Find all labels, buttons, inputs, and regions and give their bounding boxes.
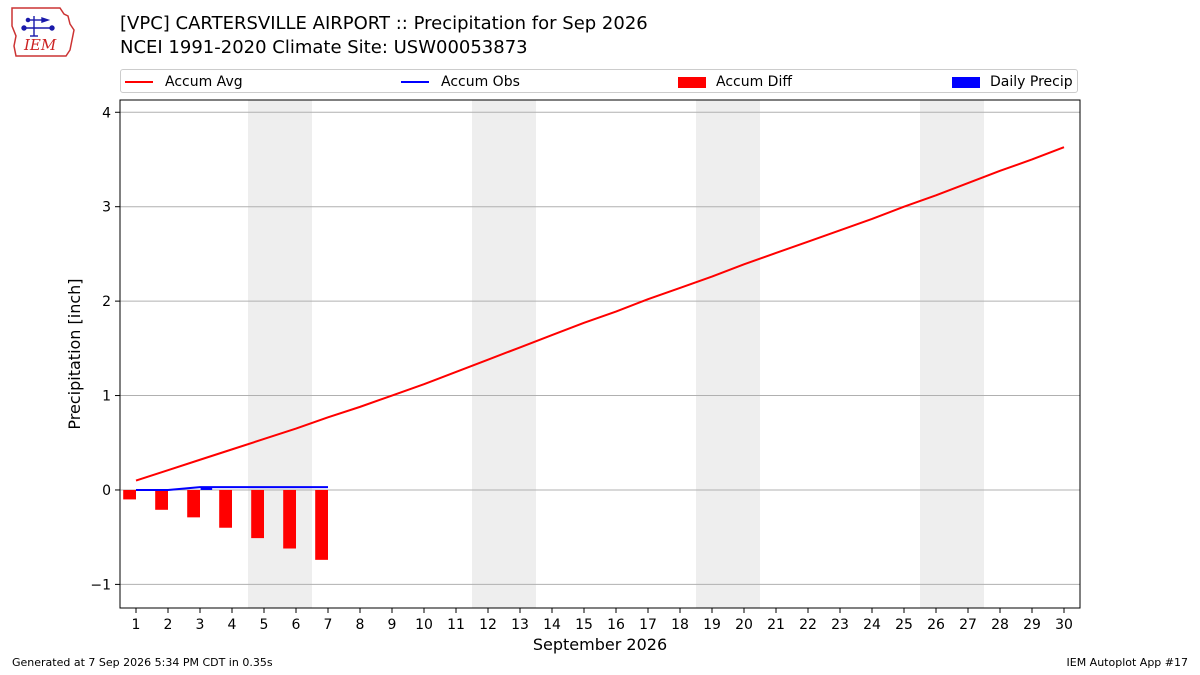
legend-label-accum-diff: Accum Diff: [716, 74, 793, 90]
x-tick-label: 20: [735, 617, 753, 633]
bar-daily-precip: [200, 487, 213, 490]
x-tick-label: 9: [388, 617, 397, 633]
title-line-1: [VPC] CARTERSVILLE AIRPORT :: Precipitat…: [120, 13, 648, 34]
x-tick-label: 22: [799, 617, 817, 633]
legend-swatch-accum-diff: [678, 76, 706, 88]
line-accum-avg: [135, 146, 1065, 482]
bar-accum-diff: [315, 489, 328, 560]
x-tick-label: 19: [703, 617, 721, 633]
x-tick-label: 12: [479, 617, 497, 633]
y-tick-label: −1: [90, 577, 111, 593]
x-tick-label: 5: [260, 617, 269, 633]
x-tick-label: 11: [447, 617, 465, 633]
x-tick-label: 13: [511, 617, 529, 633]
bar-series: [123, 487, 328, 560]
legend-item-daily-precip: Daily Precip: [952, 70, 1073, 94]
legend-item-accum-obs: Accum Obs: [401, 70, 520, 94]
x-tick-label: 1: [132, 617, 141, 633]
bar-accum-diff: [283, 489, 296, 549]
iem-logo-icon: IEM: [11, 7, 75, 57]
x-tick-label: 15: [575, 617, 593, 633]
footer-app: IEM Autoplot App #17: [1066, 656, 1189, 669]
x-tick-label: 25: [895, 617, 913, 633]
y-tick-label: 3: [102, 200, 111, 216]
x-tick-label: 8: [356, 617, 365, 633]
x-tick-label: 26: [927, 617, 945, 633]
x-tick-label: 16: [607, 617, 625, 633]
footer-generated: Generated at 7 Sep 2026 5:34 PM CDT in 0…: [12, 656, 273, 669]
x-tick-label: 17: [639, 617, 657, 633]
legend-label-daily-precip: Daily Precip: [990, 74, 1073, 90]
x-tick-label: 29: [1023, 617, 1041, 633]
x-tick-label: 28: [991, 617, 1009, 633]
legend-item-accum-diff: Accum Diff: [678, 70, 792, 94]
chart-title: [VPC] CARTERSVILLE AIRPORT :: Precipitat…: [120, 12, 648, 60]
x-tick-label: 10: [415, 617, 433, 633]
y-tick-label: 2: [102, 294, 111, 310]
chart-legend: Accum Avg Accum Obs Accum Diff Daily Pre…: [120, 69, 1078, 93]
x-tick-label: 27: [959, 617, 977, 633]
weekend-shading: [248, 100, 984, 608]
y-tick-label: 0: [102, 483, 111, 499]
plot-frame: [119, 99, 1081, 609]
y-tick-label: 1: [102, 389, 111, 405]
legend-label-accum-obs: Accum Obs: [441, 74, 520, 90]
x-axis: 1 2 3 4 5 6 7 8 9 10 11 12 13 14 15 16 17 18 19 20 21 22 23 24 2…: [132, 608, 1073, 633]
x-tick-label: 2: [164, 617, 173, 633]
grid-lines: [120, 111, 1080, 585]
y-axis: −1 0 1 2 3 4: [90, 105, 120, 593]
bar-accum-diff: [251, 489, 264, 539]
y-axis-label: Precipitation [inch]: [65, 278, 84, 429]
line-series: [135, 146, 1065, 491]
x-tick-label: 24: [863, 617, 881, 633]
bar-accum-diff: [219, 489, 232, 528]
legend-item-accum-avg: Accum Avg: [125, 70, 243, 94]
logo-text: IEM: [23, 36, 57, 54]
x-tick-label: 3: [196, 617, 205, 633]
legend-swatch-accum-avg: [125, 81, 153, 83]
legend-swatch-daily-precip: [952, 76, 980, 88]
title-line-2: NCEI 1991-2020 Climate Site: USW00053873: [120, 37, 528, 58]
x-axis-label: September 2026: [533, 635, 667, 654]
y-tick-label: 4: [102, 105, 111, 121]
line-accum-obs: [136, 486, 328, 491]
bar-accum-diff: [123, 489, 136, 500]
x-tick-label: 23: [831, 617, 849, 633]
x-tick-label: 7: [324, 617, 333, 633]
x-tick-label: 18: [671, 617, 689, 633]
legend-label-accum-avg: Accum Avg: [165, 74, 243, 90]
weekend-band: [920, 100, 984, 608]
x-tick-label: 4: [228, 617, 237, 633]
x-tick-label: 30: [1055, 617, 1073, 633]
x-tick-label: 6: [292, 617, 301, 633]
x-tick-label: 21: [767, 617, 785, 633]
legend-swatch-accum-obs: [401, 81, 429, 83]
x-tick-label: 14: [543, 617, 561, 633]
weekend-band: [696, 100, 760, 608]
bar-accum-diff: [155, 489, 168, 510]
bar-accum-diff: [187, 489, 200, 518]
